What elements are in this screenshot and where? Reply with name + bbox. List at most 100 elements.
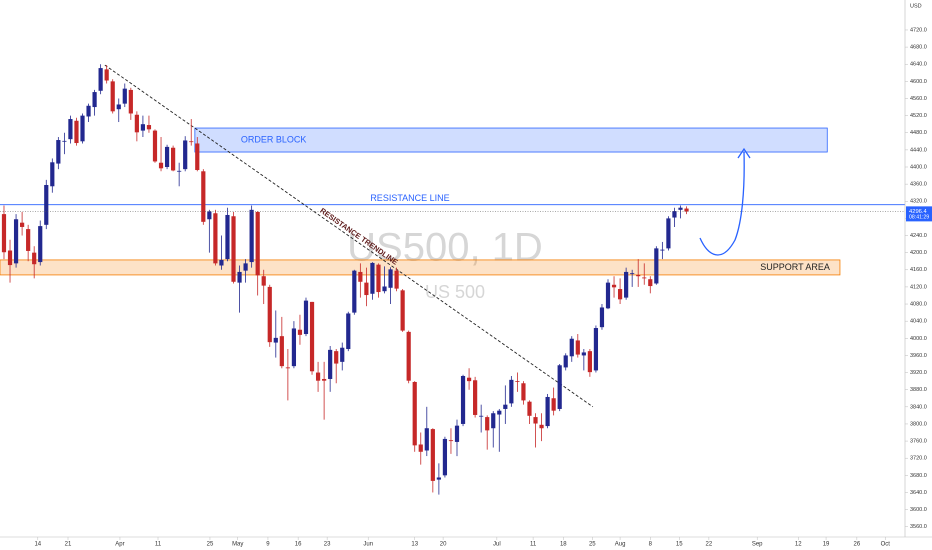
y-tick-label: 3760.0 [910, 439, 927, 445]
y-tick-label: 4600.0 [910, 79, 927, 85]
candle-body [213, 213, 218, 264]
candle-body [563, 355, 568, 368]
candle-body [334, 351, 339, 364]
candle-body [400, 290, 405, 331]
candle-body [249, 209, 254, 263]
y-tick-label: 3960.0 [910, 353, 927, 359]
candle-body [521, 383, 526, 401]
x-tick-label: Aug [615, 542, 626, 548]
x-tick-label: 11 [155, 542, 162, 548]
x-tick-label: 19 [823, 542, 830, 548]
trendline [104, 64, 594, 408]
y-tick-label: 3800.0 [910, 421, 927, 427]
x-tick-label: 16 [295, 542, 302, 548]
zone [0, 259, 841, 276]
candle-body [86, 105, 91, 117]
candle-body [412, 381, 417, 446]
candle-body [370, 262, 375, 294]
candle-body [617, 289, 623, 300]
candle-body [424, 428, 429, 451]
candle-body [473, 380, 478, 415]
watermark-title: US500, 1D [347, 226, 543, 270]
candle-body [1, 214, 7, 253]
candle-body [243, 263, 248, 271]
y-tick-label: 4160.0 [910, 267, 927, 273]
y-tick-label: 4080.0 [910, 301, 927, 307]
candle-body [20, 222, 25, 227]
y-tick-label: 4480.0 [910, 130, 927, 136]
candle-body [642, 277, 647, 279]
x-tick-label: Apr [115, 542, 124, 548]
candle-body [267, 286, 272, 343]
candle-body [92, 92, 97, 108]
candle-body [322, 378, 327, 381]
candle-body [346, 313, 351, 350]
y-tick-label: 4040.0 [910, 319, 927, 325]
candle-body [128, 89, 133, 114]
candle-body [158, 162, 164, 169]
candle-body [672, 211, 677, 218]
candle-body [291, 328, 297, 367]
price-tag [906, 206, 932, 222]
candle-body [219, 259, 224, 266]
candle-body [624, 271, 629, 298]
line-label: RESISTANCE LINE [370, 193, 449, 203]
candle-body [50, 162, 55, 187]
y-tick-label: 3880.0 [910, 387, 927, 393]
candle-body [171, 147, 176, 171]
candle-body [134, 114, 139, 133]
x-tick-label: 23 [324, 542, 331, 548]
candle-body [448, 440, 454, 442]
candle-body [394, 270, 399, 289]
candle-body [545, 396, 550, 427]
candle-body [418, 444, 423, 452]
candle-body [515, 381, 520, 382]
y-tick-label: 4400.0 [910, 164, 927, 170]
x-tick-label: Sep [752, 542, 763, 548]
candle-body [273, 337, 278, 343]
candle-body [630, 273, 635, 275]
candle-body [388, 269, 393, 288]
y-tick-label: 4720.0 [910, 27, 927, 33]
candle-body [32, 252, 37, 265]
zone-label: ORDER BLOCK [241, 134, 307, 144]
projection-arrow [699, 151, 745, 256]
candle-body [261, 276, 266, 286]
y-tick-label: 4360.0 [910, 182, 927, 188]
candle-body [237, 271, 242, 283]
candle-body [648, 279, 653, 287]
x-tick-label: 12 [795, 542, 802, 548]
candle-body [122, 88, 127, 104]
candle-body [62, 140, 67, 142]
candle-body [104, 69, 109, 81]
candle-body [364, 282, 369, 296]
candle-body [225, 214, 230, 260]
candle-body [581, 352, 586, 356]
candle-body [328, 349, 333, 379]
x-tick-label: Jun [363, 542, 373, 548]
watermark-subtitle: US 500 [425, 282, 485, 302]
candle-body [611, 284, 617, 288]
candle-body [442, 438, 448, 476]
candle-body [454, 425, 460, 442]
y-tick-label: 4000.0 [910, 336, 927, 342]
x-tick-label: 26 [854, 542, 861, 548]
x-tick-label: 9 [266, 542, 270, 548]
y-tick-label: 4560.0 [910, 96, 927, 102]
candle-body [164, 146, 170, 168]
candle-body [660, 249, 665, 251]
y-tick-label: 3560.0 [910, 524, 927, 530]
y-tick-label: 4440.0 [910, 147, 927, 153]
candle-body [207, 211, 212, 220]
candle-body [497, 410, 502, 415]
arrow-head [737, 147, 751, 159]
y-tick-label: 3840.0 [910, 404, 927, 410]
candle-body [684, 208, 689, 212]
candle-body [636, 274, 641, 277]
candle-body [44, 184, 49, 225]
x-tick-label: 25 [589, 542, 596, 548]
candle-body [678, 207, 683, 210]
candle-body [26, 229, 31, 251]
